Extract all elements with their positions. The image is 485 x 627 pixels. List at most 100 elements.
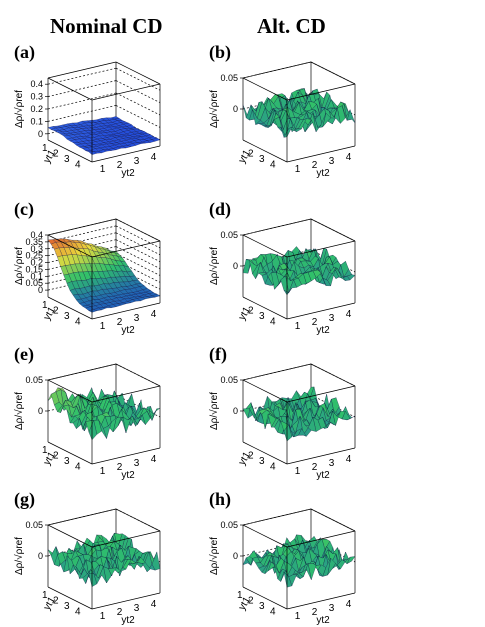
z-tick-label: 0.05 (25, 278, 43, 288)
surface-mesh (47, 238, 161, 313)
x-tick-label: 3 (134, 313, 140, 324)
frame-edge (47, 296, 93, 320)
x-tick-label: 1 (100, 611, 106, 622)
z-axis-label: Δρ/√ρref (13, 90, 25, 128)
frame-edge (91, 530, 161, 548)
frame-edge (286, 302, 356, 320)
z-tick-label: 0.05 (220, 230, 238, 240)
z-gridline (115, 225, 161, 249)
y-tick-label: 2 (248, 595, 254, 606)
y-tick-label: 4 (270, 159, 276, 170)
z-tick-label: 0 (38, 285, 43, 295)
y-tick-label: 4 (270, 316, 276, 327)
column-title-nominal: Nominal CD (50, 14, 163, 38)
chart-panel-c: (c) 00.050.10.150.20.250.30.350.4 Δρ/√ρref… (13, 199, 161, 336)
x-tick-label: 1 (295, 164, 301, 175)
x-tick-label: 1 (295, 611, 301, 622)
frame-edge (47, 218, 117, 236)
frame-edge (242, 218, 312, 236)
y-tick-label: 3 (259, 311, 265, 322)
z-tick-label: 0.3 (30, 244, 43, 254)
panel-label: (a) (14, 42, 35, 63)
x-tick-label: 2 (117, 317, 123, 328)
frame-edge (242, 139, 288, 163)
z-gridline (115, 246, 161, 269)
surface-mesh (242, 246, 356, 296)
z-tick-label: 0.05 (25, 520, 43, 530)
x-tick-label: 4 (346, 152, 352, 163)
frame-edge (115, 61, 161, 85)
x-axis-label: yt2 (316, 470, 330, 481)
z-tick-label: 0.3 (30, 92, 43, 102)
y-tick-label: 4 (75, 159, 81, 170)
z-tick-label: 0.2 (30, 258, 43, 268)
z-gridline (310, 218, 356, 242)
y-tick-label: 3 (64, 456, 70, 467)
z-tick-label: 0 (38, 551, 43, 561)
frame-edge (242, 61, 312, 79)
surface-mesh (242, 534, 356, 588)
z-axis-label: Δρ/√ρref (208, 247, 220, 285)
surface-mesh (47, 387, 161, 441)
z-gridline (310, 508, 356, 532)
surface-mesh (47, 116, 161, 155)
x-tick-label: 3 (329, 603, 335, 614)
y-tick-label: 1 (237, 590, 243, 601)
z-gridline (310, 61, 356, 85)
x-tick-label: 4 (346, 454, 352, 465)
x-tick-label: 3 (134, 603, 140, 614)
y-tick-label: 3 (64, 601, 70, 612)
z-gridline (47, 67, 117, 85)
frame-edge (242, 524, 288, 548)
z-tick-label: 0.4 (30, 79, 43, 89)
x-tick-label: 1 (100, 466, 106, 477)
z-tick-label: 0.05 (220, 520, 238, 530)
frame-edge (91, 83, 161, 101)
x-tick-label: 3 (329, 313, 335, 324)
z-tick-label: 0.35 (25, 237, 43, 247)
frame-edge (91, 447, 161, 465)
frame-edge (286, 530, 356, 548)
panel-label: (d) (209, 199, 231, 220)
frame-edge (47, 139, 93, 163)
z-tick-label: 0.1 (30, 116, 43, 126)
panel-label: (f) (209, 344, 227, 365)
frame-edge (47, 363, 117, 381)
surface-mesh (242, 88, 356, 138)
y-tick-label: 4 (75, 606, 81, 617)
panel-label: (b) (209, 42, 231, 63)
frame-edge (242, 77, 288, 101)
x-axis-label: yt2 (316, 168, 330, 179)
y-tick-label: 1 (42, 590, 48, 601)
z-tick-label: 0 (233, 406, 238, 416)
y-tick-label: 2 (248, 305, 254, 316)
z-tick-label: 0 (38, 129, 43, 139)
frame-edge (47, 508, 117, 526)
z-gridline (115, 67, 161, 91)
x-tick-label: 2 (312, 317, 318, 328)
frame-edge (286, 592, 356, 610)
frame-edge (47, 77, 93, 101)
frame-edge (286, 240, 356, 258)
z-tick-label: 0.2 (30, 104, 43, 114)
y-tick-label: 1 (42, 445, 48, 456)
z-axis-label: Δρ/√ρref (13, 537, 25, 575)
x-tick-label: 4 (346, 309, 352, 320)
y-tick-label: 2 (53, 305, 59, 316)
z-axis-label: Δρ/√ρref (208, 537, 220, 575)
z-tick-label: 0 (233, 551, 238, 561)
y-tick-label: 3 (259, 601, 265, 612)
z-gridline (115, 363, 161, 387)
panel-label: (e) (14, 344, 34, 365)
z-gridline (115, 92, 161, 116)
panel-label: (g) (14, 489, 35, 510)
z-gridline (115, 80, 161, 103)
x-axis-label: yt2 (121, 470, 135, 481)
y-tick-label: 4 (75, 316, 81, 327)
x-axis-label: yt2 (316, 615, 330, 626)
z-gridline (115, 508, 161, 532)
